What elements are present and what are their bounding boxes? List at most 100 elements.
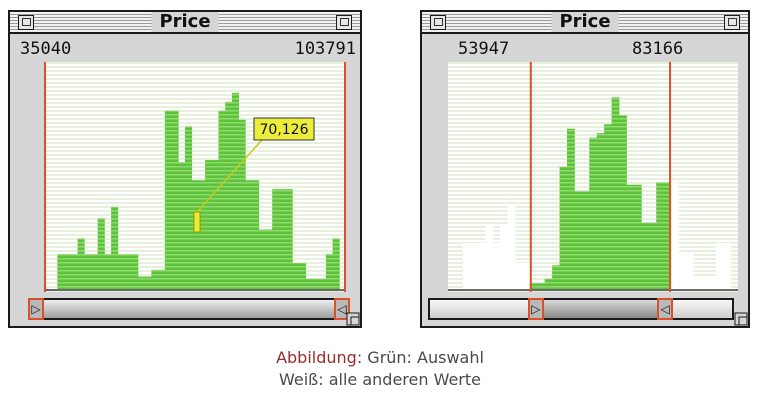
histogram-bar <box>470 242 479 290</box>
histogram-bar <box>604 124 612 290</box>
histogram-bar <box>57 254 65 290</box>
highlighted-bar-marker <box>193 211 201 233</box>
histogram-bar <box>151 269 159 290</box>
range-max-label: 83166 <box>632 39 684 59</box>
resize-grip-icon[interactable] <box>734 312 748 326</box>
histogram-bar <box>312 278 320 290</box>
histogram-plot[interactable]: 70,126 <box>44 62 346 292</box>
histogram-bar <box>678 254 687 290</box>
histogram-bar <box>319 278 327 290</box>
histogram-window-right: Price 53947 83166 ▷ ◁ <box>420 10 750 328</box>
histogram-bar <box>522 263 531 290</box>
histogram-bar <box>70 254 78 290</box>
value-tooltip-text: 70,126 <box>260 122 309 138</box>
histogram-svg: 70,126 <box>44 62 346 292</box>
histogram-bar <box>77 238 85 290</box>
histogram-bar <box>626 184 635 290</box>
title-bar[interactable]: Price <box>10 12 360 34</box>
histogram-bar <box>500 225 508 290</box>
histogram-bar <box>64 254 72 290</box>
histogram-bar <box>225 101 233 290</box>
histogram-bar <box>117 254 125 290</box>
histogram-bar <box>285 189 293 290</box>
histogram-bar <box>245 180 253 290</box>
histogram-bar <box>552 265 560 290</box>
range-max-label: 103791 <box>294 39 356 59</box>
histogram-bar <box>485 225 494 290</box>
range-selector-bar[interactable]: ▷ ◁ <box>28 298 350 320</box>
close-box-icon[interactable] <box>18 15 34 30</box>
histogram-bar <box>131 254 139 290</box>
histogram-plot[interactable] <box>448 62 738 292</box>
histogram-bar <box>462 242 471 290</box>
histogram-bar <box>305 278 313 290</box>
histogram-bar <box>178 162 186 290</box>
histogram-bar <box>84 254 92 290</box>
histogram-bar <box>537 283 546 290</box>
histogram-bar <box>574 191 583 290</box>
histogram-bar <box>171 110 179 290</box>
left-range-handle[interactable]: ▷ <box>527 298 544 320</box>
histogram-bar <box>158 269 166 290</box>
title-bar[interactable]: Price <box>422 12 748 34</box>
histogram-bar <box>299 263 307 290</box>
histogram-bar <box>723 242 731 290</box>
histogram-bar <box>544 278 553 290</box>
range-selector-bar[interactable]: ▷ ◁ <box>428 298 734 320</box>
caption-text-1: : Grün: Auswahl <box>356 348 484 367</box>
histogram-bar <box>514 263 523 290</box>
close-box-icon[interactable] <box>430 15 446 30</box>
histogram-bar <box>238 119 246 290</box>
histogram-bar <box>205 160 213 290</box>
histogram-window-left: Price 35040 103791 70,126 ▷ ◁ <box>8 10 362 328</box>
histogram-bar <box>708 276 717 290</box>
histogram-bar <box>90 254 99 290</box>
histogram-bar <box>596 133 605 290</box>
histogram-bar <box>191 180 199 290</box>
histogram-bar <box>111 207 119 290</box>
right-range-handle[interactable]: ◁ <box>657 298 674 320</box>
left-range-handle[interactable]: ▷ <box>28 298 44 320</box>
histogram-bar <box>663 182 672 290</box>
selected-range-band[interactable] <box>529 300 672 318</box>
histogram-bar <box>507 204 516 290</box>
histogram-bar <box>97 218 105 290</box>
figure-caption-line-1: Abbildung: Grün: Auswahl <box>0 348 760 367</box>
histogram-bar <box>477 242 486 290</box>
histogram-bar <box>648 222 657 290</box>
histogram-bar <box>589 137 598 290</box>
window-title: Price <box>151 12 219 32</box>
value-tooltip-box <box>253 117 315 141</box>
right-range-handle[interactable]: ◁ <box>334 298 350 320</box>
zoom-box-icon[interactable] <box>336 15 352 30</box>
histogram-bar <box>685 254 694 290</box>
histogram-bar <box>611 97 620 290</box>
histogram-bar <box>641 222 650 290</box>
histogram-bar <box>211 160 219 290</box>
histogram-bar <box>265 229 273 290</box>
histogram-bar <box>292 263 300 290</box>
zoom-box-icon[interactable] <box>724 15 740 30</box>
tooltip-leader <box>196 139 263 213</box>
histogram-bar <box>184 126 193 290</box>
histogram-bar <box>325 254 333 290</box>
histogram-bar <box>164 110 172 290</box>
window-title: Price <box>551 12 619 32</box>
range-min-label: 35040 <box>20 39 72 59</box>
histogram-bar <box>715 242 724 290</box>
histogram-bar <box>258 229 266 290</box>
histogram-svg <box>448 62 738 292</box>
resize-grip-icon[interactable] <box>346 312 360 326</box>
histogram-bar <box>671 182 679 290</box>
figure-caption-line-2: Weiß: alle anderen Werte <box>278 370 481 389</box>
histogram-bar <box>252 180 260 290</box>
histogram-bar <box>581 191 590 290</box>
histogram-bar <box>633 184 642 290</box>
histogram-bar <box>104 254 112 290</box>
histogram-bar <box>559 166 568 290</box>
histogram-bar <box>144 276 152 290</box>
histogram-bar <box>218 110 226 290</box>
histogram-bar <box>693 276 702 290</box>
histogram-bar <box>278 189 286 290</box>
histogram-bar <box>566 128 575 290</box>
